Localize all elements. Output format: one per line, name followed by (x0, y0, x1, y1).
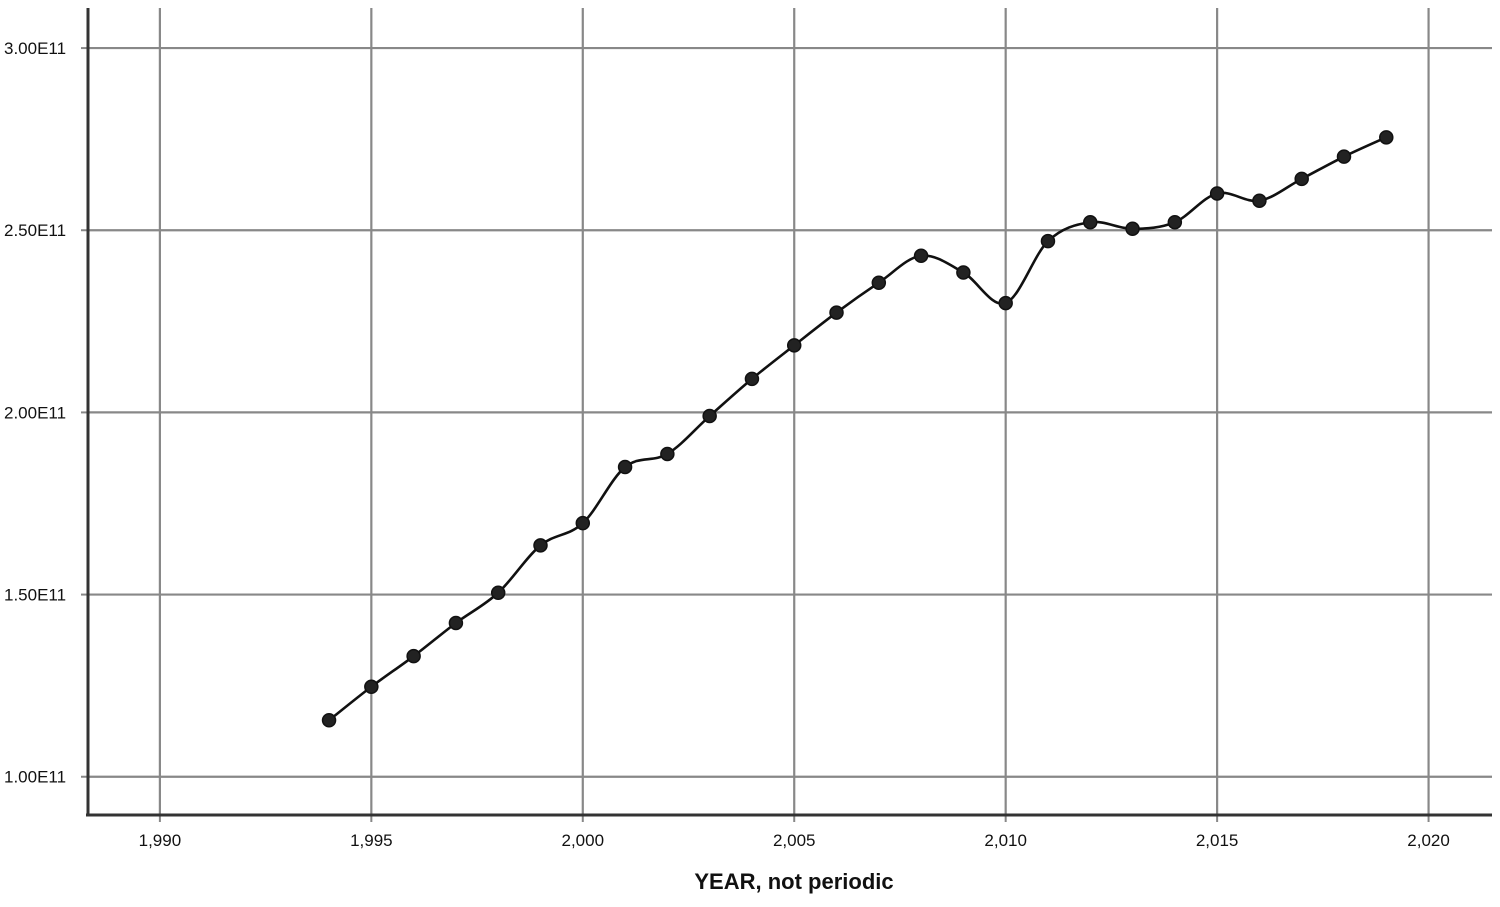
data-point (321, 713, 337, 728)
y-tick-label: 1.50E11 (4, 586, 66, 605)
y-tick-label: 2.50E11 (4, 221, 66, 240)
data-point (1125, 221, 1140, 237)
x-axis-title: YEAR, not periodic (694, 869, 893, 894)
data-point (617, 459, 633, 475)
data-point (956, 265, 971, 280)
data-point (1252, 193, 1267, 208)
data-point (744, 371, 760, 387)
gridlines (81, 8, 1492, 822)
y-tick-label: 3.00E11 (4, 39, 66, 58)
data-point (533, 538, 548, 553)
y-tick-label: 2.00E11 (4, 403, 66, 422)
data-point (1379, 130, 1394, 145)
data-point (448, 615, 464, 631)
data-point (702, 408, 717, 424)
data-point (1209, 186, 1225, 201)
x-tick-label: 1,990 (139, 831, 182, 850)
data-point (364, 679, 379, 695)
x-tick-label: 2,005 (773, 831, 816, 850)
data-point (1336, 149, 1352, 164)
x-tick-label: 1,995 (350, 831, 393, 850)
x-tick-label: 2,015 (1196, 831, 1239, 850)
x-tick-label: 2,020 (1407, 831, 1450, 850)
data-point (871, 275, 887, 290)
x-tick-label: 2,010 (984, 831, 1027, 850)
axes (86, 8, 1492, 817)
data-point (786, 338, 802, 353)
data-point (1040, 233, 1056, 249)
x-tick-label: 2,000 (562, 831, 605, 850)
data-point (1083, 214, 1098, 230)
data-point (1294, 171, 1309, 187)
data-point (829, 305, 844, 320)
series-line (328, 136, 1387, 722)
data-point (575, 515, 591, 531)
data-point (1167, 214, 1183, 230)
data-point (913, 248, 929, 263)
y-tick-label: 1.00E11 (4, 768, 66, 787)
data-point (490, 585, 506, 601)
data-point (406, 648, 421, 664)
data-point (660, 446, 675, 462)
series (321, 130, 1394, 728)
tick-labels: 1,990 1,995 2,000 2,005 2,010 2,015 2,020 1.00E… (4, 39, 1450, 850)
data-point (998, 295, 1013, 311)
